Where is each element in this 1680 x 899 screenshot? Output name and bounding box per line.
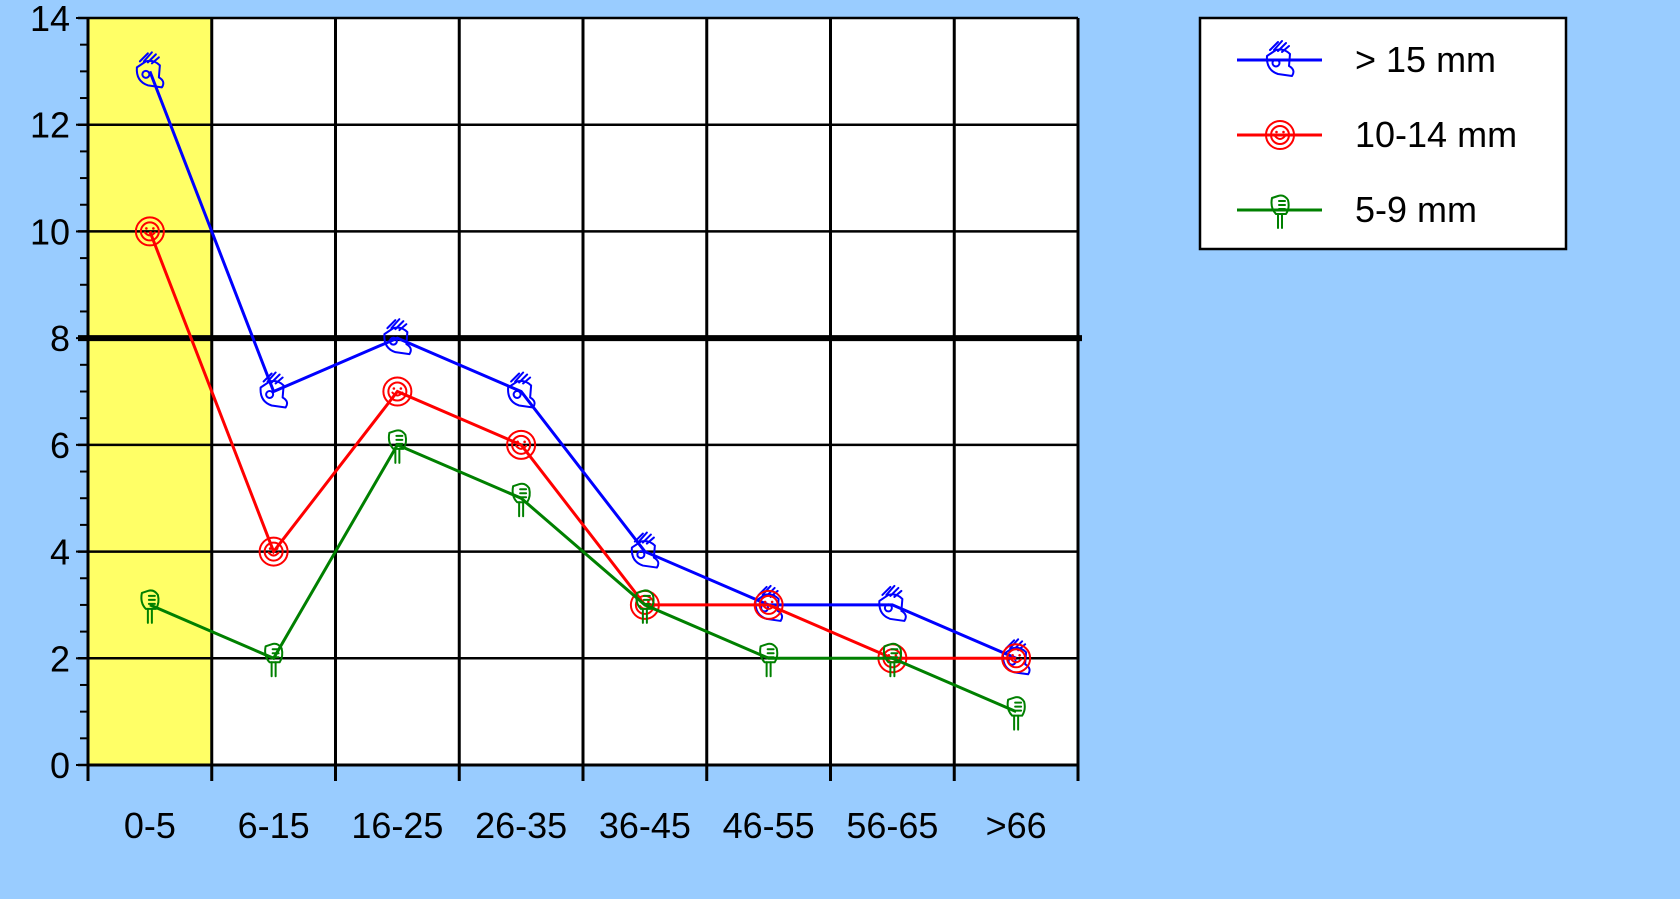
x-tick-label: 16-25 — [351, 805, 443, 846]
series-line — [148, 70, 1017, 660]
series-10-14-mm — [134, 216, 1032, 674]
smiley-face-icon — [258, 536, 289, 567]
ok-hand-icon — [1265, 40, 1295, 77]
smiley-face-icon — [753, 589, 784, 620]
y-tick-label: 14 — [30, 0, 70, 39]
legend-label: 5-9 mm — [1355, 189, 1477, 230]
series-line — [148, 230, 1017, 660]
y-tick-label: 8 — [50, 318, 70, 359]
smiley-face-icon — [1001, 643, 1032, 674]
legend-entry: > 15 mm — [1237, 39, 1496, 80]
smiley-face-icon — [1265, 120, 1295, 150]
smiley-face-icon — [134, 216, 165, 247]
ok-hand-icon — [259, 371, 289, 409]
y-axis-tick-labels: 0 2 4 6 8 10 12 14 — [30, 0, 70, 786]
pointing-hand-icon — [387, 429, 408, 464]
ok-hand-icon — [878, 584, 907, 622]
ok-hand-icon — [383, 318, 412, 356]
x-axis-tick-labels: 0-5 6-15 16-25 26-35 36-45 46-55 56-65 >66 — [124, 805, 1047, 846]
pointing-hand-icon — [264, 642, 284, 678]
series-line — [149, 442, 1017, 714]
y-tick-label: 0 — [50, 745, 70, 786]
x-tick-label: 36-45 — [599, 805, 691, 846]
ok-hand-icon — [135, 51, 165, 89]
pointing-hand-icon — [759, 642, 779, 678]
pointing-hand-icon — [140, 589, 160, 624]
pointing-hand-icon — [882, 642, 903, 678]
x-tick-label: >66 — [986, 805, 1047, 846]
legend: > 15 mm 10-14 mm 5-9 mm — [1198, 16, 1568, 251]
series-5-9-mm — [140, 429, 1026, 731]
y-tick-label: 4 — [50, 532, 70, 573]
legend-label: > 15 mm — [1355, 39, 1496, 80]
ok-hand-icon — [630, 531, 660, 569]
series-layer — [134, 51, 1032, 731]
x-tick-label: 56-65 — [846, 805, 938, 846]
x-tick-label: 46-55 — [723, 805, 815, 846]
x-tick-label: 26-35 — [475, 805, 567, 846]
ok-hand-icon — [507, 371, 536, 409]
smiley-face-icon — [382, 376, 413, 407]
pointing-hand-icon — [635, 589, 655, 624]
pointing-hand-icon — [1270, 194, 1290, 229]
y-tick-label: 10 — [30, 211, 70, 252]
smiley-face-icon — [506, 429, 537, 460]
pointing-hand-icon — [1006, 696, 1026, 731]
highlight-band — [88, 18, 212, 765]
x-tick-label: 0-5 — [124, 805, 176, 846]
series-15-mm — [135, 51, 1031, 676]
axes — [76, 17, 1080, 781]
x-tick-label: 6-15 — [238, 805, 310, 846]
legend-label: 10-14 mm — [1355, 114, 1517, 155]
pointing-hand-icon — [511, 482, 531, 518]
y-tick-label: 12 — [30, 105, 70, 146]
y-tick-label: 6 — [50, 425, 70, 466]
legend-entry: 10-14 mm — [1237, 114, 1517, 155]
legend-entry: 5-9 mm — [1237, 189, 1477, 230]
y-tick-label: 2 — [50, 638, 70, 679]
